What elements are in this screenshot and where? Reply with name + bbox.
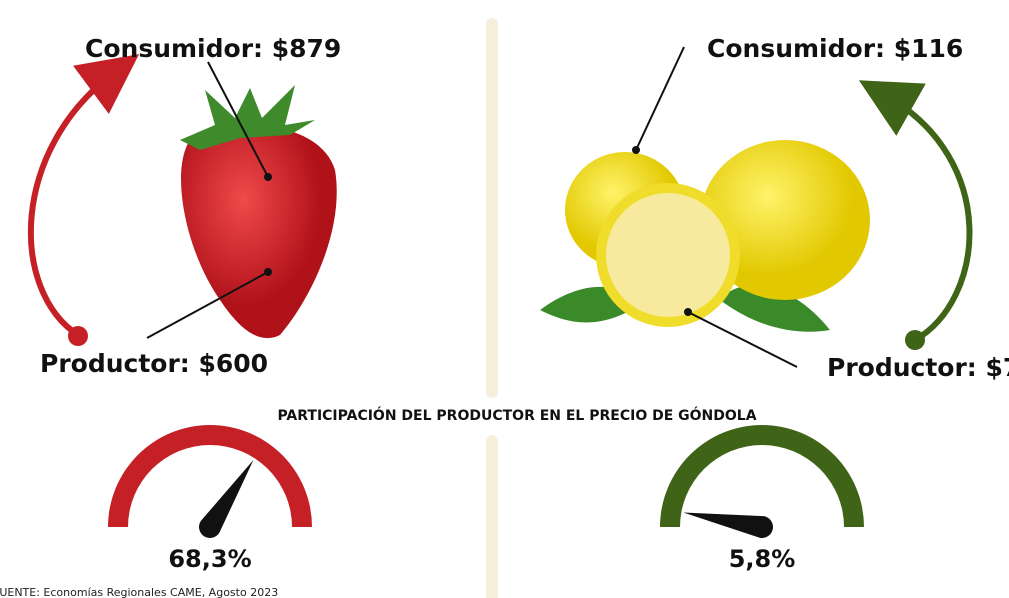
lemons — [540, 140, 870, 332]
arrow — [885, 95, 969, 340]
infographic: Consumidor: $879 Productor: $600 Consumi… — [0, 0, 1009, 598]
gauge-arc — [660, 425, 864, 527]
page: {"strawberry": {"consumer": "Consumidor:… — [0, 0, 1009, 598]
arrow — [31, 72, 115, 335]
pointer-dot — [264, 173, 272, 181]
producer-price: Productor: $7 — [827, 353, 1009, 382]
gauge-needle — [683, 513, 773, 538]
arrow-dot — [905, 330, 925, 350]
consumer-price: Consumidor: $879 — [85, 34, 341, 63]
strawberry — [180, 85, 337, 338]
source: FUENTE: Economías Regionales CAME, Agost… — [0, 586, 278, 598]
gauge-label: 5,8% — [729, 545, 796, 573]
arrow-dot — [68, 326, 88, 346]
consumer-price: Consumidor: $116 — [707, 34, 963, 63]
pointer-dot — [684, 308, 692, 316]
divider — [486, 435, 498, 598]
gauge-label: 68,3% — [168, 545, 251, 573]
producer-price: Productor: $600 — [40, 349, 268, 378]
heading: PARTICIPACIÓN DEL PRODUCTOR EN EL PRECIO… — [277, 406, 756, 424]
pointer-dot — [264, 268, 272, 276]
pointer-dot — [632, 146, 640, 154]
pointer — [636, 47, 684, 150]
gauge-needle — [199, 460, 253, 538]
divider — [486, 18, 498, 398]
